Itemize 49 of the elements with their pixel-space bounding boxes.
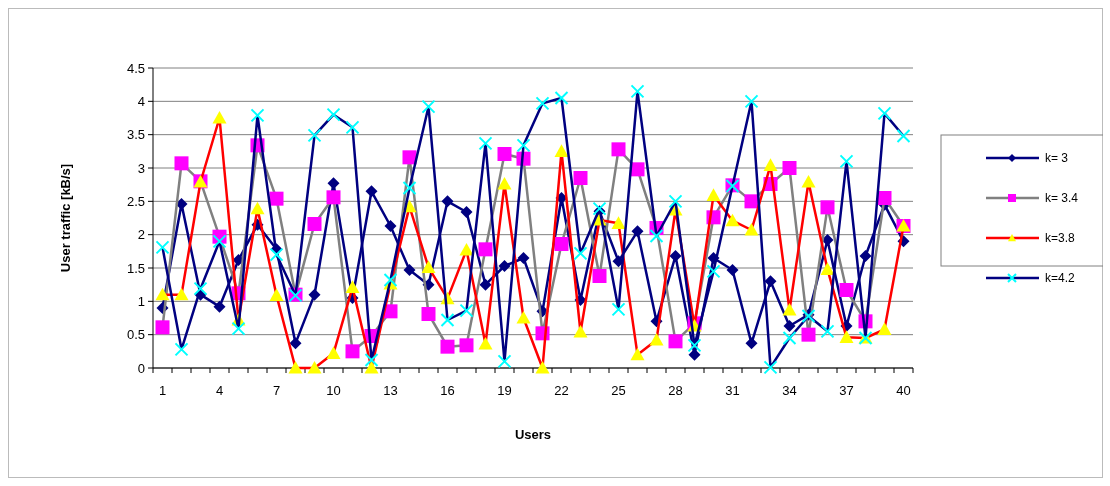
y-axis-title: User traffic [kB/s] — [58, 163, 73, 273]
point — [403, 264, 416, 276]
point — [175, 198, 188, 210]
legend-label: k=4.2 — [1045, 271, 1076, 286]
x-tick-label: 19 — [497, 383, 512, 398]
y-tick-label: 1.5 — [126, 260, 145, 276]
y-tick-label: 3.5 — [126, 127, 145, 143]
point — [859, 250, 872, 262]
point — [479, 278, 492, 291]
y-tick-label: 4 — [137, 93, 145, 109]
x-tick-label: 28 — [668, 383, 683, 398]
x-tick-label: 31 — [725, 383, 740, 398]
y-tick-label: 3 — [137, 160, 145, 176]
y-tick-label: 0 — [137, 360, 145, 376]
x-tick-label: 34 — [782, 383, 797, 398]
point — [764, 275, 777, 288]
point — [460, 206, 473, 218]
y-tick-label: 4.5 — [126, 60, 145, 76]
legend-label: k= 3 — [1045, 151, 1069, 166]
x-axis-title: Users — [514, 427, 552, 442]
point — [517, 252, 530, 264]
point — [289, 337, 302, 350]
x-tick-label: 13 — [383, 383, 398, 398]
point — [726, 264, 739, 276]
point — [631, 225, 644, 238]
x-tick-label: 4 — [215, 383, 224, 398]
point — [213, 300, 226, 313]
y-tick-label: 0.5 — [126, 327, 145, 343]
point — [745, 337, 758, 350]
x-tick-label: 7 — [272, 383, 281, 398]
x-tick-label: 25 — [611, 383, 626, 398]
legend-label: k= 3.4 — [1045, 191, 1079, 206]
point — [498, 260, 511, 272]
point — [365, 185, 378, 198]
point — [783, 320, 796, 332]
x-tick-label: 10 — [326, 383, 341, 398]
point — [441, 195, 454, 208]
x-tick-label: 37 — [839, 383, 854, 398]
x-tick-label: 1 — [158, 383, 167, 398]
y-tick-label: 1 — [137, 293, 145, 309]
y-tick-label: 2 — [137, 227, 145, 243]
x-tick-label: 40 — [896, 383, 911, 398]
point — [308, 288, 321, 301]
legend-label: k=3.8 — [1045, 231, 1076, 246]
point — [669, 250, 682, 262]
point — [384, 220, 397, 232]
x-tick-label: 22 — [554, 383, 569, 398]
y-tick-label: 2.5 — [126, 193, 145, 209]
x-tick-label: 16 — [440, 383, 455, 398]
